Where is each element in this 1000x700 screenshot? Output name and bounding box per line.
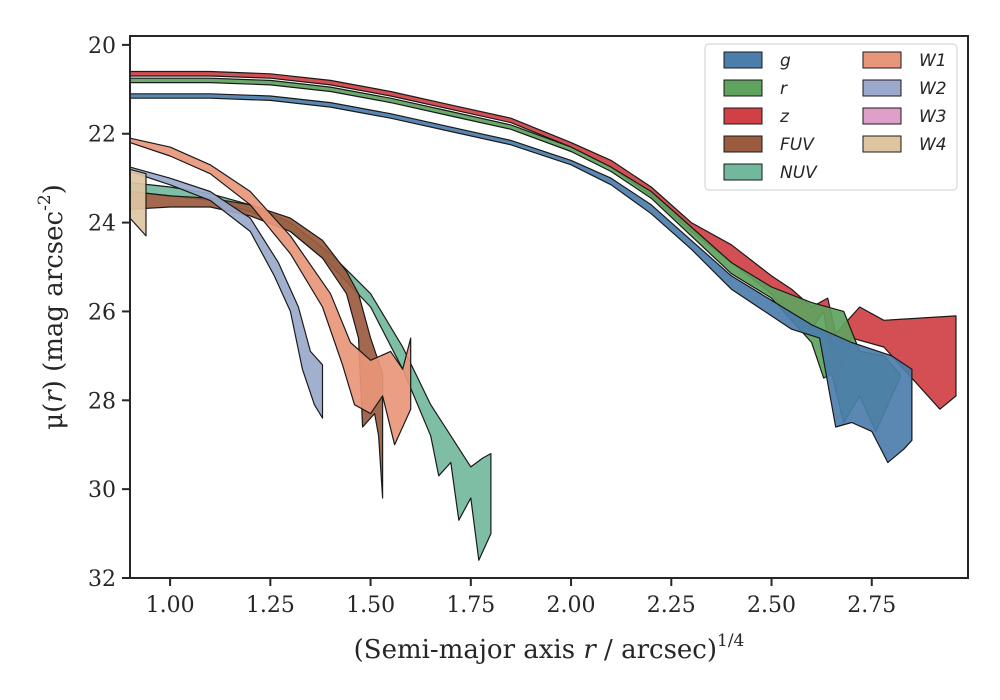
x-tick-label: 1.50 <box>346 593 395 618</box>
legend-swatch-z <box>723 107 763 125</box>
legend-label-z: z <box>779 107 790 127</box>
x-tick-label: 2.25 <box>647 593 696 618</box>
legend-swatch-W4 <box>862 135 902 153</box>
x-tick-label: 1.00 <box>146 593 195 618</box>
plot-frame <box>129 35 969 579</box>
y-tick-label: 24 <box>88 212 116 237</box>
band-W1 <box>129 137 412 446</box>
legend-swatch-W2 <box>862 79 902 97</box>
band-W2 <box>129 166 324 419</box>
x-tick-label: 2.50 <box>747 593 796 618</box>
band-g <box>129 93 913 464</box>
legend-swatch-FUV <box>723 135 763 153</box>
x-tick-label: 1.25 <box>246 593 295 618</box>
legend-label-NUV: NUV <box>780 163 818 183</box>
legend-swatch-W3 <box>862 107 902 125</box>
y-tick-label: 26 <box>88 300 116 325</box>
legend-swatch-g <box>723 51 763 69</box>
y-axis-label: μ(r) (mag arcsec-2) <box>35 184 69 430</box>
band-z <box>129 70 957 410</box>
legend-swatch-NUV <box>723 163 763 181</box>
y-tick-label: 30 <box>88 478 116 503</box>
y-tick-label: 28 <box>88 389 116 414</box>
y-tick-label: 32 <box>88 567 116 592</box>
x-axis-label-text: (Semi-major axis r / arcsec)1/4 <box>354 631 745 665</box>
legend-label-W1: W1 <box>919 51 947 71</box>
legend-label-r: r <box>780 79 788 99</box>
x-axis: 1.00 1.25 1.50 1.75 2.00 2.25 2.50 2.75 <box>146 578 896 618</box>
legend-label-W2: W2 <box>919 79 947 99</box>
x-tick-label: 1.75 <box>446 593 495 618</box>
bands-layer <box>129 70 957 561</box>
y-axis-label-text: μ(r) (mag arcsec-2) <box>35 184 69 430</box>
legend-label-FUV: FUV <box>780 135 815 155</box>
x-tick-label: 2.00 <box>547 593 596 618</box>
x-axis-label: (Semi-major axis r / arcsec)1/4 <box>354 631 745 665</box>
y-tick-label: 22 <box>88 123 116 148</box>
legend-swatch-r <box>723 79 763 97</box>
legend-swatch-W1 <box>862 51 902 69</box>
y-axis: 20 22 24 26 28 30 32 <box>88 34 130 592</box>
y-tick-label: 20 <box>88 34 116 59</box>
legend-label-W4: W4 <box>919 135 947 155</box>
legend-label-g: g <box>780 51 791 71</box>
band-W4 <box>129 168 147 237</box>
x-tick-label: 2.75 <box>847 593 896 618</box>
legend-label-W3: W3 <box>919 107 947 127</box>
legend: grz FUV NUV W1 W2 W3 W4 <box>704 43 958 191</box>
